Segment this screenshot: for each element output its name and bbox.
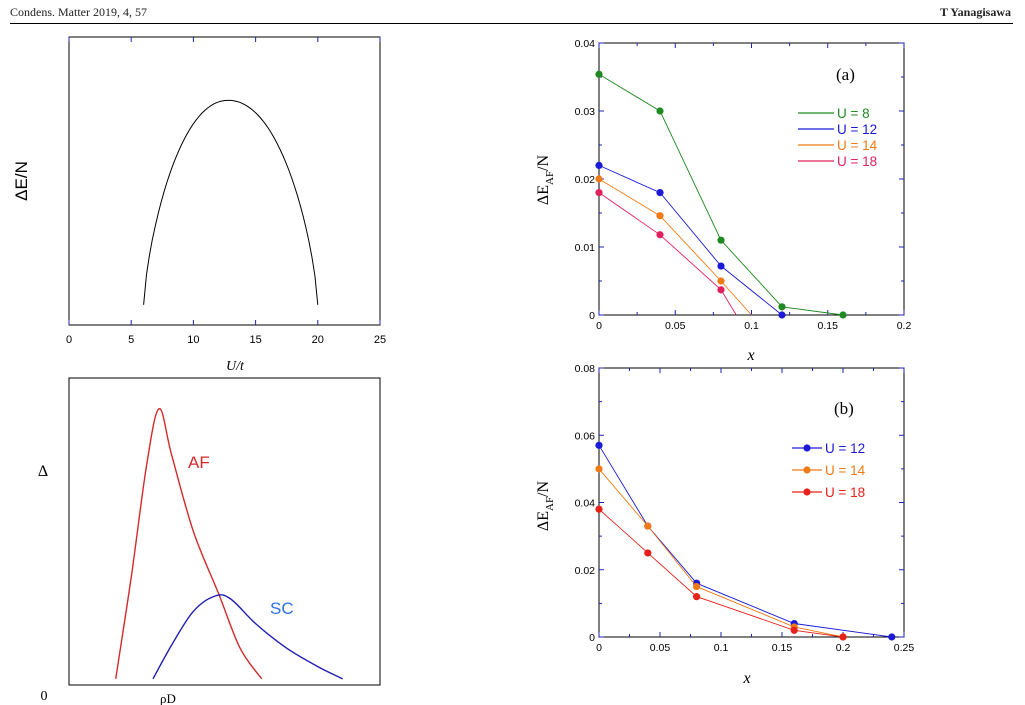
- series-label-sc: SC: [270, 599, 294, 618]
- header-rule: [10, 23, 1013, 24]
- legend-label: U = 18: [825, 485, 865, 500]
- author-name: T Yanagisawa: [939, 5, 1011, 19]
- panel-label: (a): [836, 65, 855, 84]
- series-line: [598, 508, 844, 638]
- y-axis-label: ΔEAF/N: [535, 154, 556, 205]
- x-axis-label: x: [746, 347, 754, 364]
- y-axis-label: ΔEAF/N: [535, 480, 556, 531]
- x-tick-label: 10: [187, 334, 199, 346]
- energy-curve: [143, 99, 319, 305]
- y-tick-label: 0.02: [575, 174, 596, 186]
- series-line: [598, 178, 752, 316]
- data-point: [595, 70, 603, 78]
- x-axis-label: ρD: [160, 691, 176, 705]
- x-tick-label: 0.1: [744, 320, 759, 332]
- journal-citation: Condens. Matter 2019, 4, 57: [10, 5, 147, 19]
- data-point: [717, 236, 725, 244]
- y-axis-label: ΔE/N: [12, 161, 31, 201]
- y-axis-label: Δ: [38, 463, 48, 480]
- series-label-af: AF: [188, 453, 210, 472]
- x-tick-label: 20: [312, 334, 324, 346]
- x-tick-label: 0.15: [772, 642, 793, 654]
- x-tick-label: 0.15: [818, 320, 839, 332]
- legend-label: U = 12: [837, 122, 877, 137]
- data-point: [717, 277, 725, 285]
- y-tick-label: 0.02: [575, 565, 596, 577]
- legend-label: U = 14: [837, 138, 878, 153]
- y-tick-label: 0.01: [575, 242, 596, 254]
- data-point: [717, 286, 725, 294]
- x-tick-label: 25: [374, 334, 386, 346]
- y-tick-label: 0.04: [575, 38, 596, 50]
- data-point: [717, 262, 725, 270]
- x-tick-label: 15: [249, 334, 261, 346]
- x-tick-label: 0.05: [665, 320, 686, 332]
- data-point: [839, 633, 847, 641]
- data-point: [656, 189, 664, 197]
- legend-label: U = 14: [825, 463, 866, 478]
- series-line: [598, 192, 737, 316]
- y-tick-label: 0.04: [575, 498, 596, 510]
- data-point: [595, 189, 603, 197]
- data-point: [595, 505, 603, 513]
- data-point: [656, 231, 664, 239]
- x-axis-label: U/t: [226, 359, 245, 374]
- x-tick-label: 5: [128, 334, 134, 346]
- x-tick-label: 0.2: [897, 320, 912, 332]
- data-point: [888, 633, 896, 641]
- x-tick-label: 0.1: [714, 642, 729, 654]
- x-tick-label: 0: [596, 642, 602, 654]
- data-point: [778, 311, 786, 319]
- y-tick-label: 0.06: [575, 430, 596, 442]
- data-point: [595, 465, 603, 473]
- data-point: [839, 311, 847, 319]
- legend-marker: [803, 488, 811, 496]
- plot-frame: [68, 377, 381, 686]
- legend-marker: [803, 466, 811, 474]
- data-point: [656, 212, 664, 220]
- legend-label: U = 8: [837, 106, 870, 121]
- x-tick-label: 0.25: [894, 642, 915, 654]
- plot-frame: [598, 42, 905, 316]
- data-point: [595, 441, 603, 449]
- data-point: [644, 522, 652, 530]
- curve-sc: [152, 594, 344, 680]
- x-tick-label: 0.05: [650, 642, 671, 654]
- data-point: [595, 161, 603, 169]
- legend-label: U = 12: [825, 441, 865, 456]
- y-tick-label: 0.03: [575, 106, 596, 118]
- x-tick-label: 0: [596, 320, 602, 332]
- data-point: [693, 593, 701, 601]
- curve-af: [115, 407, 263, 680]
- data-point: [644, 549, 652, 557]
- data-point: [790, 626, 798, 634]
- y-tick-label: 0: [589, 632, 595, 644]
- data-point: [778, 303, 786, 311]
- data-point: [656, 107, 664, 115]
- y-tick-label: 0: [589, 310, 595, 322]
- data-point: [595, 175, 603, 183]
- x-axis-label: x: [742, 670, 750, 687]
- plot-frame: [68, 36, 381, 326]
- plot-frame: [598, 367, 905, 638]
- series-line: [598, 164, 783, 316]
- data-point: [693, 582, 701, 591]
- x-tick-label: 0.2: [836, 642, 851, 654]
- origin-label: 0: [41, 689, 48, 704]
- legend-label: U = 18: [837, 154, 877, 169]
- y-tick-label: 0.08: [575, 363, 596, 375]
- panel-label: (b): [834, 399, 854, 418]
- legend-marker: [803, 444, 811, 452]
- x-tick-label: 0: [66, 334, 72, 346]
